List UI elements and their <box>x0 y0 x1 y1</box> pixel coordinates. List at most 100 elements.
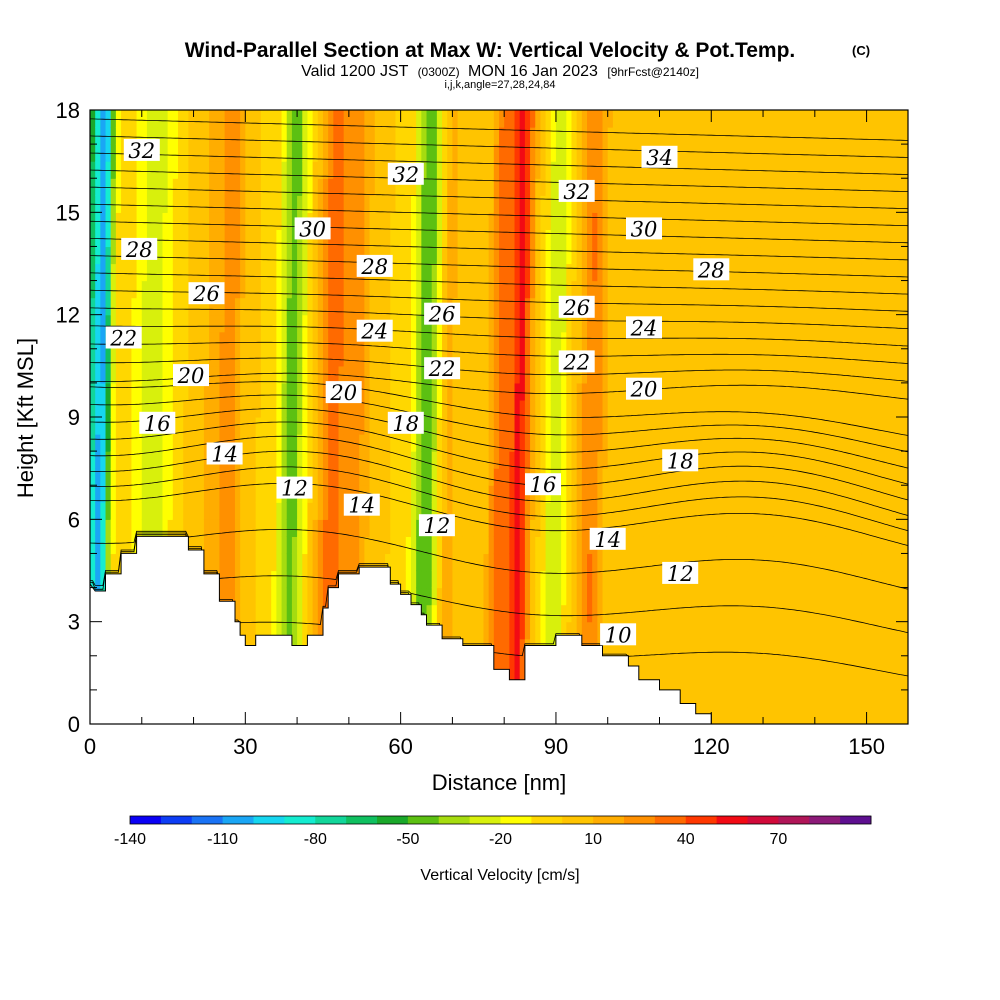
field-cell <box>390 382 397 401</box>
field-cell <box>488 382 495 401</box>
field-cell <box>700 348 707 367</box>
field-cell <box>95 570 101 589</box>
field-cell <box>105 127 112 145</box>
field-cell <box>157 297 164 316</box>
field-cell <box>260 365 267 384</box>
field-cell <box>286 519 293 537</box>
field-cell <box>442 536 448 555</box>
field-cell <box>628 280 635 299</box>
field-cell <box>188 127 195 145</box>
field-cell <box>643 621 650 640</box>
field-cell <box>157 519 164 537</box>
field-cell <box>167 127 174 145</box>
field-cell <box>649 365 655 384</box>
field-cell <box>338 519 345 537</box>
field-cell <box>519 382 526 401</box>
field-cell <box>307 417 314 435</box>
field-cell <box>364 553 371 572</box>
field-cell <box>550 161 557 179</box>
field-cell <box>504 212 510 230</box>
field-cell <box>499 280 505 299</box>
field-cell <box>721 297 728 316</box>
field-cell <box>695 519 702 537</box>
field-cell <box>721 331 728 350</box>
field-cell <box>183 451 189 469</box>
field-cell <box>783 468 790 486</box>
field-cell <box>250 144 257 162</box>
field-cell <box>664 417 671 435</box>
field-cell <box>561 382 567 401</box>
field-cell <box>519 553 526 572</box>
field-cell <box>654 348 661 367</box>
field-cell <box>576 280 583 299</box>
field-cell <box>436 434 443 452</box>
field-cell <box>322 348 329 367</box>
field-cell <box>592 468 598 486</box>
field-cell <box>436 212 443 230</box>
field-cell <box>410 144 417 162</box>
field-cell <box>219 519 226 537</box>
field-cell <box>364 127 371 145</box>
field-cell <box>592 229 598 248</box>
field-cell <box>664 621 671 640</box>
field-cell <box>281 382 288 401</box>
field-cell <box>146 331 153 350</box>
field-cell <box>183 502 189 520</box>
field-cell <box>783 451 790 469</box>
field-cell <box>302 587 309 606</box>
field-cell <box>442 331 448 350</box>
field-cell <box>291 621 298 640</box>
field-cell <box>607 110 614 128</box>
field-cell <box>535 434 542 452</box>
field-cell <box>664 314 671 333</box>
field-cell <box>778 672 785 691</box>
field-cell <box>623 468 630 486</box>
field-cell <box>675 246 681 265</box>
field-cell <box>706 144 712 162</box>
field-cell <box>685 689 692 708</box>
field-cell <box>250 536 257 555</box>
field-cell <box>442 280 448 299</box>
field-cell <box>721 655 728 674</box>
field-cell <box>234 604 241 623</box>
field-cell <box>773 468 780 486</box>
field-cell <box>804 570 811 589</box>
field-cell <box>224 212 231 230</box>
field-cell <box>747 314 754 333</box>
field-cell <box>400 382 407 401</box>
field-cell <box>193 519 200 537</box>
field-cell <box>571 536 578 555</box>
field-cell <box>193 502 200 520</box>
field-cell <box>348 536 355 555</box>
field-cell <box>442 485 448 503</box>
field-cell <box>224 161 231 179</box>
field-cell <box>633 417 640 435</box>
field-cell <box>618 144 624 162</box>
field-cell <box>354 519 360 537</box>
field-cell <box>768 246 774 265</box>
field-cell <box>162 246 169 265</box>
field-cell <box>592 314 598 333</box>
field-cell <box>322 195 329 213</box>
field-cell <box>659 604 666 623</box>
field-cell <box>224 229 231 248</box>
field-cell <box>266 161 272 179</box>
field-cell <box>338 485 345 503</box>
field-cell <box>364 297 371 316</box>
field-cell <box>607 399 614 418</box>
field-cell <box>675 638 681 657</box>
field-cell <box>457 348 464 367</box>
field-cell <box>260 553 267 572</box>
field-cell <box>488 314 495 333</box>
field-cell <box>286 536 293 555</box>
field-cell <box>462 348 469 367</box>
field-cell <box>121 519 127 537</box>
field-cell <box>633 485 640 503</box>
field-cell <box>416 570 422 589</box>
field-cell <box>623 638 630 657</box>
field-cell <box>519 212 526 230</box>
field-cell <box>669 161 676 179</box>
field-cell <box>121 280 127 299</box>
field-cell <box>690 655 697 674</box>
field-cell <box>597 331 604 350</box>
